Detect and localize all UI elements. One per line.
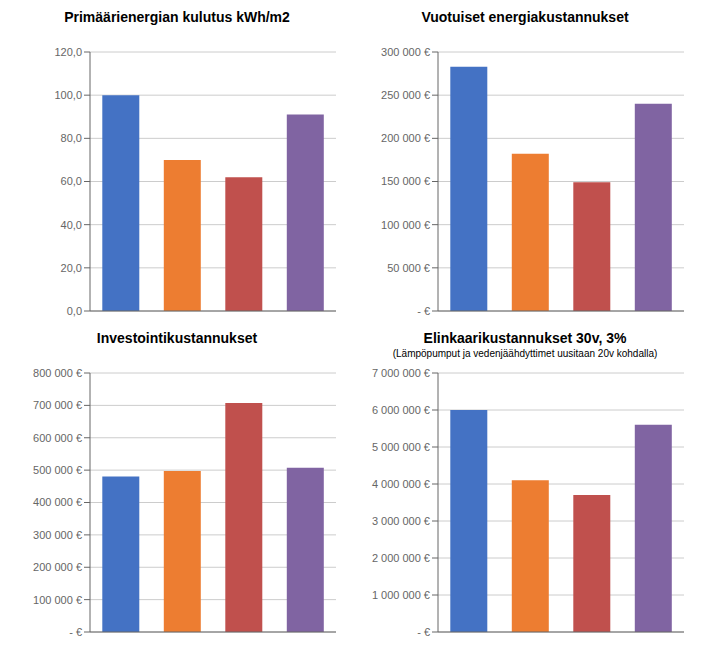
svg-text:100,0: 100,0 (54, 89, 82, 101)
svg-text:300 000 €: 300 000 € (33, 529, 82, 541)
svg-text:60,0: 60,0 (61, 175, 82, 187)
svg-text:120,0: 120,0 (54, 46, 82, 58)
svg-text:7 000 000 €: 7 000 000 € (372, 367, 430, 379)
svg-text:3 000 000 €: 3 000 000 € (372, 515, 430, 527)
svg-text:300 000 €: 300 000 € (381, 46, 430, 58)
svg-text:20,0: 20,0 (61, 262, 82, 274)
svg-text:50 000 €: 50 000 € (387, 262, 430, 274)
html-text:(Lämpöpumput ja vedenjäähdytti: (Lämpöpumput ja vedenjäähdyttimet uusita… (392, 348, 658, 359)
html-text:Investointikustannukset: Investointikustannukset (96, 330, 258, 346)
svg-text:0,0: 0,0 (67, 305, 82, 317)
svg-text:200 000 €: 200 000 € (33, 561, 82, 573)
svg-text:- €: - € (417, 305, 430, 317)
html-text:Primäärienergian kulutus kWh/m: Primäärienergian kulutus kWh/m2 (64, 9, 290, 25)
svg-text:80,0: 80,0 (61, 132, 82, 144)
svg-text:- €: - € (69, 626, 82, 638)
svg-text:40,0: 40,0 (61, 219, 82, 231)
svg-text:2 000 000 €: 2 000 000 € (372, 552, 430, 564)
svg-text:1 000 000 €: 1 000 000 € (372, 589, 430, 601)
svg-text:200 000 €: 200 000 € (381, 132, 430, 144)
svg-text:150 000 €: 150 000 € (381, 175, 430, 187)
svg-text:400 000 €: 400 000 € (33, 496, 82, 508)
html-text:Vuotuiset energiakustannukset: Vuotuiset energiakustannukset (421, 9, 629, 25)
svg-text:800 000 €: 800 000 € (33, 367, 82, 379)
svg-text:- €: - € (417, 626, 430, 638)
svg-text:700 000 €: 700 000 € (33, 399, 82, 411)
svg-text:600 000 €: 600 000 € (33, 432, 82, 444)
svg-text:100 000 €: 100 000 € (381, 219, 430, 231)
svg-text:4 000 000 €: 4 000 000 € (372, 478, 430, 490)
svg-text:250 000 €: 250 000 € (381, 89, 430, 101)
svg-text:5 000 000 €: 5 000 000 € (372, 441, 430, 453)
svg-text:500 000 €: 500 000 € (33, 464, 82, 476)
html-text:Elinkaarikustannukset 30v, 3%: Elinkaarikustannukset 30v, 3% (423, 330, 627, 346)
svg-text:6 000 000 €: 6 000 000 € (372, 404, 430, 416)
svg-text:100 000 €: 100 000 € (33, 594, 82, 606)
